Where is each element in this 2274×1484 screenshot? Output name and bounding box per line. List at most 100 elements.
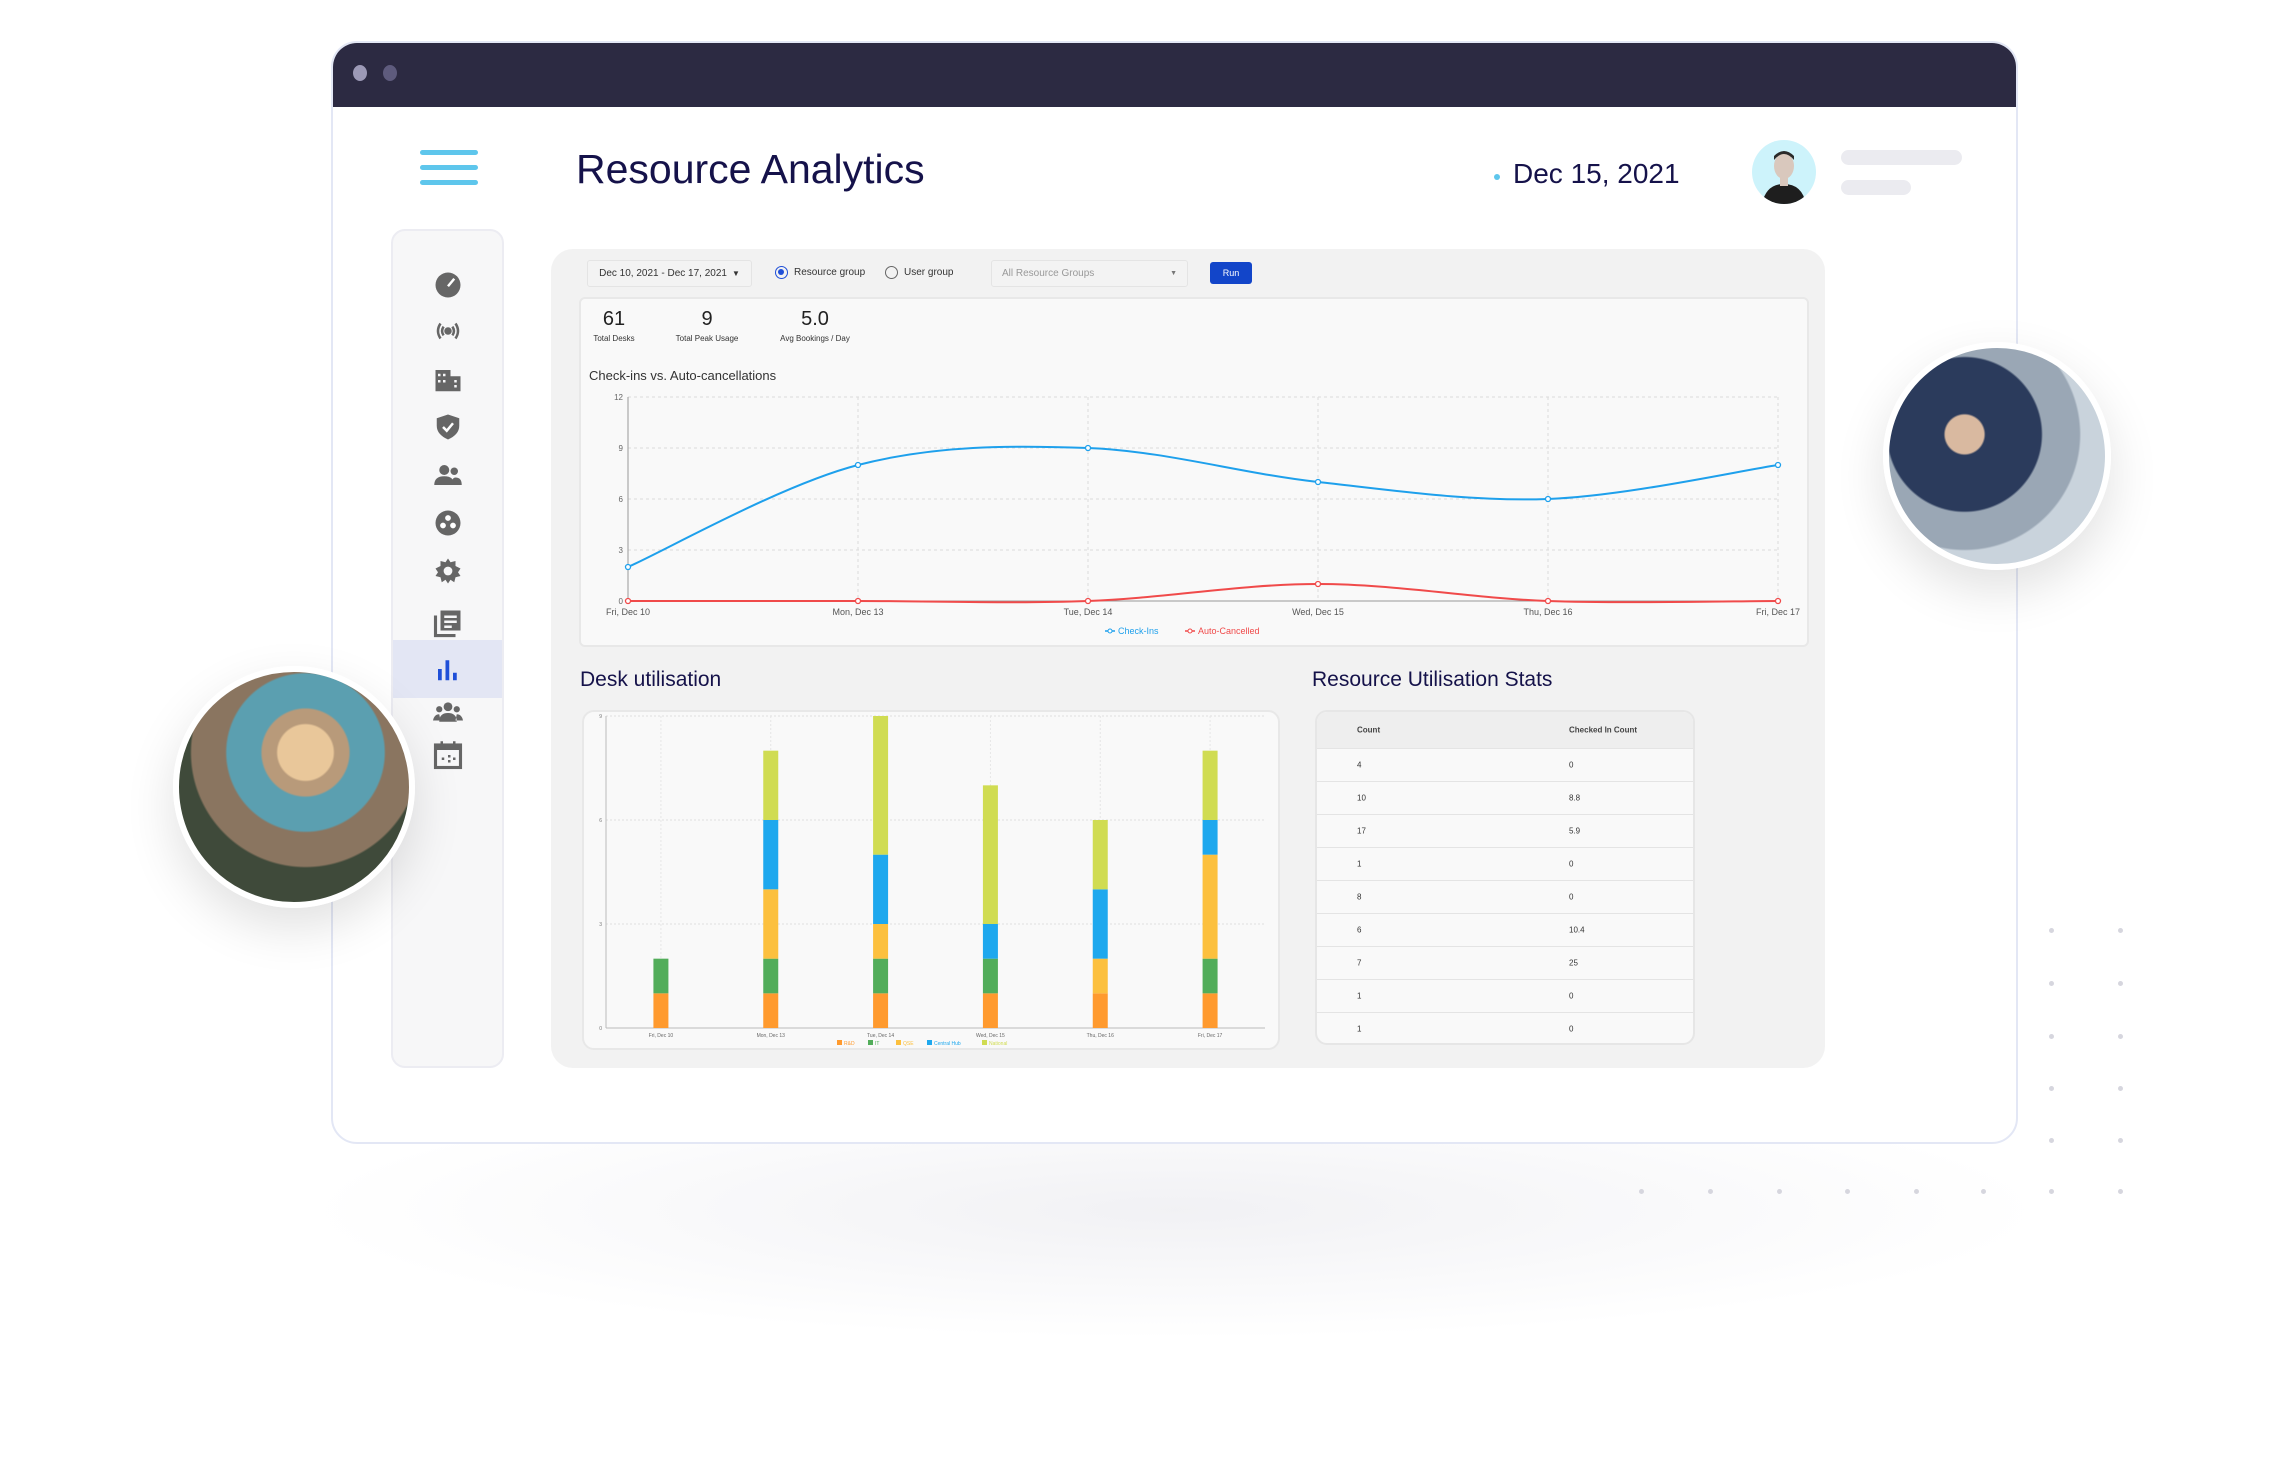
- x-tick-label: Fri, Dec 17: [1756, 607, 1800, 617]
- decorative-dot: [1777, 1189, 1782, 1194]
- kpi-value: 5.0: [801, 308, 829, 330]
- legend-swatch: [868, 1040, 873, 1045]
- count-cell: 1: [1357, 991, 1362, 1001]
- decorative-dot: [1708, 1189, 1713, 1194]
- dashboard-gauge-icon: [435, 272, 460, 298]
- users-icon: [433, 465, 462, 485]
- sidebar-item-settings-gear[interactable]: [393, 551, 502, 591]
- bar-segment-national: [1092, 820, 1108, 890]
- x-tick-label: Mon, Dec 13: [757, 1033, 786, 1039]
- table-row: 6 10.4: [1317, 913, 1693, 946]
- kpi-total-peak-usage: 9 Total Peak Usage: [657, 308, 757, 343]
- sidebar-item-dashboard-gauge[interactable]: [393, 265, 502, 305]
- sidebar-item-building[interactable]: [393, 360, 502, 400]
- sidebar-item-analytics-bar-chart[interactable]: [393, 640, 502, 698]
- decorative-dot: [2118, 1034, 2123, 1039]
- decorative-dot: [2118, 1189, 2123, 1194]
- bar-segment-central-hub: [982, 924, 998, 959]
- legend-swatch: [837, 1040, 842, 1045]
- radio-user-group[interactable]: User group: [885, 266, 953, 279]
- checked-in-cell: 8.8: [1569, 793, 1581, 803]
- x-tick-label: Thu, Dec 16: [1523, 607, 1572, 617]
- radio-resource-group[interactable]: Resource group: [775, 266, 865, 279]
- bar-segment-r-d: [763, 993, 779, 1028]
- count-cell: 1: [1357, 1024, 1362, 1034]
- column-header-checked-in: Checked In Count: [1569, 725, 1638, 735]
- x-tick-label: Mon, Dec 13: [832, 607, 883, 617]
- sidebar: [391, 229, 504, 1068]
- sidebar-item-calendar[interactable]: [393, 735, 502, 775]
- decorative-dot: [1845, 1189, 1850, 1194]
- legend-label: IT: [875, 1041, 879, 1047]
- kpi-label: Avg Bookings / Day: [780, 334, 850, 343]
- legend-swatch: [896, 1040, 901, 1045]
- y-tick-label: 6: [599, 818, 602, 824]
- legend-label: Check-Ins: [1118, 626, 1159, 636]
- y-tick-label: 12: [614, 393, 623, 402]
- bar-segment-qse: [1092, 958, 1108, 994]
- y-tick-label: 9: [599, 714, 602, 720]
- legend-swatch: [982, 1040, 987, 1045]
- radio-label: Resource group: [794, 267, 866, 278]
- radio-label: User group: [904, 267, 954, 278]
- sidebar-item-groups-circle[interactable]: [393, 503, 502, 543]
- x-tick-label: Wed, Dec 15: [976, 1033, 1005, 1039]
- sidebar-item-users[interactable]: [393, 455, 502, 495]
- decorative-dot: [2049, 1138, 2054, 1143]
- count-cell: 4: [1357, 760, 1362, 770]
- sidebar-item-reports-list[interactable]: [393, 603, 502, 643]
- decorative-dot: [2118, 1138, 2123, 1143]
- decorative-dot: [1914, 1189, 1919, 1194]
- photo-business-meeting: [1883, 342, 2111, 570]
- decorative-dot: [2118, 1086, 2123, 1091]
- data-point: [1084, 444, 1092, 452]
- desk-utilisation-card: [582, 710, 1280, 1050]
- y-tick-label: 9: [619, 444, 624, 453]
- x-tick-label: Tue, Dec 14: [1064, 607, 1113, 617]
- checked-in-cell: 0: [1569, 760, 1574, 770]
- user-name-placeholder: [1841, 150, 1962, 165]
- legend-label: National: [989, 1041, 1007, 1047]
- bar-segment-central-hub: [1202, 820, 1218, 855]
- bar-segment-r-d: [653, 993, 669, 1028]
- count-cell: 7: [1357, 958, 1362, 968]
- column-header-count: Count: [1357, 725, 1381, 735]
- date-range-picker[interactable]: Dec 10, 2021 - Dec 17, 2021 ▼: [587, 260, 752, 287]
- legend-label: QSE: [903, 1041, 914, 1047]
- run-button[interactable]: Run: [1210, 262, 1252, 284]
- bar-segment-national: [982, 785, 998, 924]
- analytics-bar-chart-icon: [437, 660, 457, 681]
- count-cell: 17: [1357, 826, 1366, 836]
- avatar[interactable]: [1752, 140, 1816, 204]
- count-cell: 1: [1357, 859, 1362, 869]
- window-dot[interactable]: [383, 65, 397, 81]
- checked-in-cell: 5.9: [1569, 826, 1581, 836]
- data-point: [854, 597, 862, 605]
- sidebar-item-broadcast[interactable]: [393, 311, 502, 351]
- bar-segment-r-d: [1092, 993, 1108, 1028]
- checked-in-cell: 0: [1569, 892, 1574, 902]
- broadcast-icon: [436, 322, 459, 340]
- x-tick-label: Thu, Dec 16: [1087, 1033, 1114, 1039]
- building-icon: [435, 370, 460, 392]
- window-dot[interactable]: [353, 65, 367, 81]
- bar-segment-it: [873, 958, 889, 994]
- select-value: All Resource Groups: [1002, 268, 1095, 279]
- decorative-dot: [1981, 1189, 1986, 1194]
- legend-label: Central Hub: [934, 1041, 961, 1047]
- resource-group-select[interactable]: All Resource Groups ▼: [991, 260, 1188, 287]
- bar-segment-qse: [763, 889, 779, 959]
- bar-segment-it: [653, 958, 669, 994]
- data-point: [1774, 461, 1782, 469]
- sidebar-item-shield-check[interactable]: [393, 407, 502, 447]
- decorative-dot: [2049, 1034, 2054, 1039]
- data-point: [1314, 478, 1322, 486]
- decorative-dot: [2049, 928, 2054, 933]
- date-range-value: Dec 10, 2021 - Dec 17, 2021: [599, 268, 727, 279]
- kpi-total-desks: 61 Total Desks: [574, 308, 654, 343]
- table-row: 10 8.8: [1317, 781, 1693, 814]
- sidebar-item-team[interactable]: [393, 693, 502, 733]
- decorative-dot: [1639, 1189, 1644, 1194]
